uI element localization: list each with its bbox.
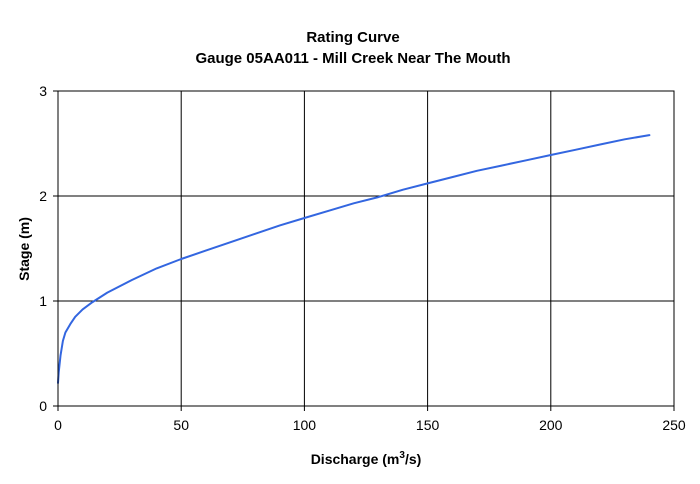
chart-title: Rating Curve xyxy=(306,29,399,46)
x-tick-label-2: 100 xyxy=(293,417,317,433)
y-tick-label-1: 1 xyxy=(39,293,47,309)
rating-curve-line-0 xyxy=(57,134,651,384)
y-tick-label-0: 0 xyxy=(39,398,47,414)
y-tick-label-3: 3 xyxy=(39,83,47,99)
x-axis-label-tail: /s) xyxy=(405,451,421,467)
x-axis-ticks: 0 50 100 150 200 250 xyxy=(54,406,686,433)
x-axis-label: Discharge (m3/s) xyxy=(311,450,422,467)
x-tick-label-0: 0 xyxy=(54,417,62,433)
x-tick-label-4: 200 xyxy=(539,417,563,433)
x-axis-label-superscript: 3 xyxy=(399,450,405,461)
series-layer xyxy=(57,134,651,384)
y-axis-label: Stage (m) xyxy=(16,217,32,281)
plot-area xyxy=(58,91,674,406)
plot-border xyxy=(57,90,675,407)
chart-subtitle: Gauge 05AA011 - Mill Creek Near The Mout… xyxy=(195,50,510,67)
x-axis-label-main: Discharge (m xyxy=(311,451,400,467)
grid-lines xyxy=(58,91,674,406)
x-tick-label-5: 250 xyxy=(662,417,686,433)
x-tick-label-1: 50 xyxy=(173,417,189,433)
y-axis-ticks: 0 1 2 3 xyxy=(39,83,58,414)
y-tick-label-2: 2 xyxy=(39,188,47,204)
x-tick-label-3: 150 xyxy=(416,417,440,433)
